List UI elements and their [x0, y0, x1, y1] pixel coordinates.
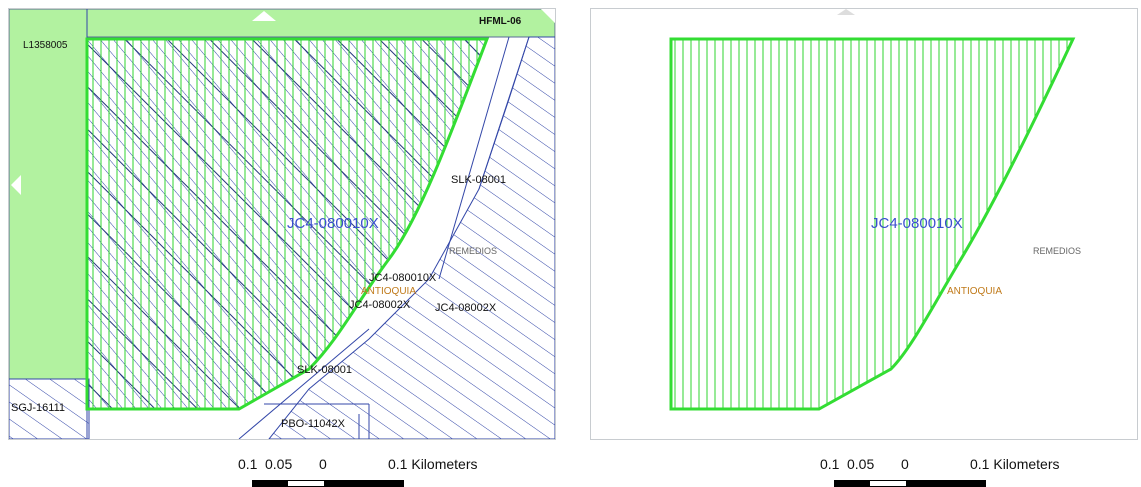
scale-tick: 0	[319, 456, 327, 472]
label-remedios: REMEDIOS	[449, 246, 498, 256]
pan-up-arrow[interactable]	[252, 11, 276, 21]
scale-segment	[834, 480, 870, 487]
scale-bar-left: 0.1 0.05 0 0.1 Kilometers	[230, 456, 510, 487]
scale-tick: 0.1	[820, 456, 840, 472]
scale-end-label: 0.1 Kilometers	[970, 456, 1060, 472]
concession-l135-left	[9, 9, 88, 380]
scale-segment	[324, 480, 404, 487]
pan-up-arrow[interactable]	[837, 9, 855, 15]
label-slk-top: SLK-08001	[451, 174, 507, 186]
scale-tick: 0.05	[265, 456, 293, 472]
label-remedios: REMEDIOS	[1033, 246, 1082, 256]
polygon-jc4-080010x	[669, 37, 1076, 411]
label-pbo: PBO-11042X	[281, 418, 346, 430]
label-sgj: SGJ-16111	[11, 402, 66, 414]
corner-marker	[541, 9, 555, 23]
label-l135: L1358005	[23, 40, 68, 51]
label-jc4-80002-a: JC4-08002X	[349, 299, 411, 311]
scale-tick: 0	[901, 456, 909, 472]
label-slk-bottom: SLK-08001	[297, 364, 353, 376]
boundary-line	[438, 36, 510, 280]
label-jc4-big: JC4-080010X	[287, 215, 379, 232]
label-jc4-80002-b: JC4-08002X	[435, 302, 497, 314]
scale-segment	[906, 480, 986, 487]
boundary-line	[478, 36, 530, 190]
label-antioquia: ANTIOQUIA	[947, 286, 1003, 297]
map-canvas-right	[669, 9, 1076, 411]
map-panel-left[interactable]: HFML-06 L1358005 JC4-080010X SLK-08001 R…	[8, 8, 556, 440]
label-hfml: HFML-06	[479, 16, 522, 27]
label-antioquia: ANTIOQUIA	[361, 286, 417, 297]
scale-segment	[288, 480, 324, 487]
scale-tick: 0.1	[238, 456, 258, 472]
polygon-jc4-080010x	[85, 37, 490, 411]
scale-segment	[870, 480, 906, 487]
scale-bar-right: 0.1 0.05 0 0.1 Kilometers	[812, 456, 1092, 487]
pan-left-arrow[interactable]	[11, 175, 21, 195]
boundary-line	[238, 328, 370, 439]
label-jc4-small: JC4-080010X	[369, 272, 437, 284]
map-panel-right[interactable]: JC4-080010X REMEDIOS ANTIOQUIA	[590, 8, 1138, 440]
concession-sgj-hatch	[9, 378, 90, 439]
map-canvas-left	[9, 9, 555, 439]
label-jc4-big: JC4-080010X	[871, 215, 963, 232]
scale-end-label: 0.1 Kilometers	[388, 456, 478, 472]
scale-tick: 0.05	[847, 456, 875, 472]
scale-segment	[252, 480, 288, 487]
